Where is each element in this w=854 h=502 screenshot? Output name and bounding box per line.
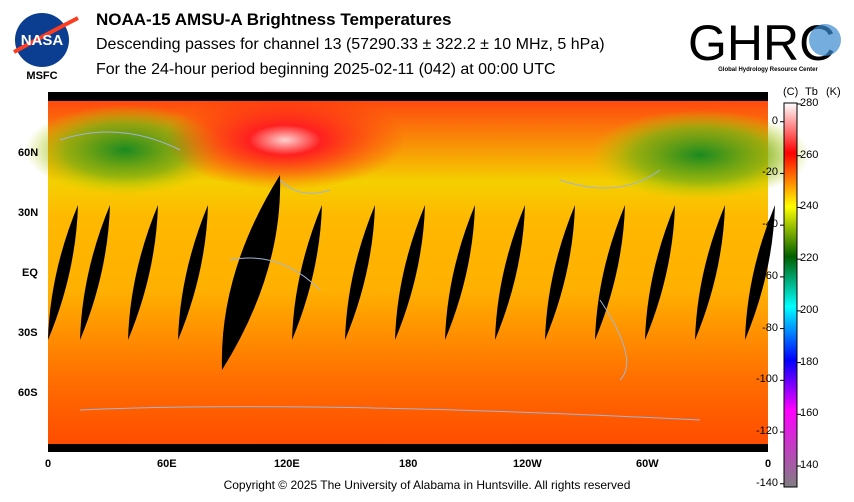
- missing-swath: [80, 205, 110, 340]
- x-tick-label: 120W: [513, 458, 542, 470]
- svg-text:NASA: NASA: [21, 32, 64, 49]
- colorbar-tick-k: 140: [800, 459, 819, 472]
- y-tick-label: EQ: [22, 267, 38, 279]
- coastlines: [59, 131, 701, 421]
- colorbar-tick-c: -60: [762, 269, 778, 282]
- chart-subtitle: Descending passes for channel 13 (57290.…: [96, 36, 605, 53]
- missing-swath: [292, 205, 322, 340]
- svg-text:Global Hydrology Resource Cent: Global Hydrology Resource Center: [718, 67, 818, 73]
- missing-swath: [395, 205, 425, 340]
- colorbar-tick-c: -80: [762, 321, 778, 334]
- colorbar: [783, 102, 798, 488]
- x-tick-label: 60E: [157, 458, 177, 470]
- colorbar-tick-k: 160: [800, 407, 819, 420]
- x-tick-label: 60W: [636, 458, 659, 470]
- y-tick-label: 60N: [18, 147, 39, 159]
- colorbar-tick-c: -100: [755, 373, 778, 386]
- x-tick-label: 0: [765, 458, 772, 470]
- ghrc-logo: GHRC Global Hydrology Resource Center: [688, 15, 841, 73]
- missing-swath: [745, 205, 775, 340]
- nasa-logo: NASA MSFC: [13, 13, 79, 82]
- missing-swath: [445, 205, 475, 340]
- missing-swath: [345, 205, 375, 340]
- svg-text:MSFC: MSFC: [26, 70, 57, 82]
- missing-swath: [545, 205, 575, 340]
- missing-band-top: [48, 92, 768, 101]
- colorbar-label-tb: Tb: [805, 86, 818, 98]
- missing-swath: [128, 205, 158, 340]
- x-tick-label: 0: [45, 458, 52, 470]
- missing-swath: [645, 205, 675, 340]
- missing-swath: [695, 205, 725, 340]
- colorbar-tick-k: 240: [800, 200, 819, 213]
- colorbar-tick-k: 220: [800, 252, 819, 265]
- cold-region: [590, 110, 810, 200]
- copyright: Copyright © 2025 The University of Alaba…: [223, 478, 631, 492]
- colorbar-tick-k: 180: [800, 355, 819, 368]
- chart-period: For the 24-hour period beginning 2025-02…: [96, 61, 556, 78]
- x-tick-label: 180: [399, 458, 418, 470]
- colorbar-tick-c: 0: [771, 114, 778, 127]
- colorbar-tick-c: -40: [762, 218, 778, 231]
- missing-swath: [48, 205, 78, 340]
- colorbar-tick-k: 200: [800, 303, 819, 316]
- colorbar-tick-k: 260: [800, 148, 819, 161]
- y-tick-label: 30N: [18, 207, 39, 219]
- missing-swath: [495, 205, 525, 340]
- colorbar-tick-k: 280: [800, 97, 819, 109]
- colorbar-tick-c: -140: [755, 476, 778, 489]
- colorbar-label-k: (K): [826, 86, 841, 98]
- colorbar-label-c: (C): [783, 86, 799, 98]
- y-tick-label: 60S: [18, 387, 38, 399]
- map: [25, 90, 810, 452]
- chart-title: NOAA-15 AMSU-A Brightness Temperatures: [96, 10, 452, 29]
- colorbar-tick-c: -20: [762, 166, 778, 179]
- y-tick-label: 30S: [18, 327, 38, 339]
- x-tick-label: 120E: [274, 458, 300, 470]
- colorbar-tick-c: -120: [755, 425, 778, 438]
- warm-region: [165, 90, 405, 190]
- missing-swath: [178, 205, 208, 340]
- missing-swath: [221, 175, 281, 370]
- missing-swath: [595, 205, 625, 340]
- missing-band-bottom: [48, 444, 768, 452]
